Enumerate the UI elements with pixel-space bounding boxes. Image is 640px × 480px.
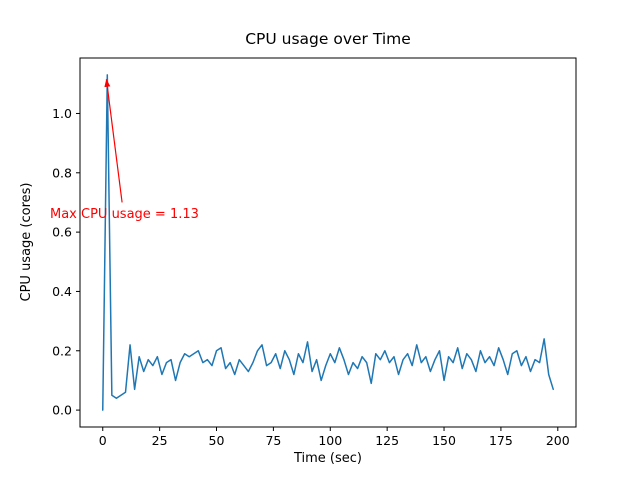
x-tick-label: 200 [546,433,570,448]
x-tick-label: 125 [375,433,399,448]
x-tick-label: 50 [209,433,225,448]
y-tick-label: 0.0 [52,403,72,418]
chart-title: CPU usage over Time [245,30,411,48]
x-axis-label: Time (sec) [293,451,362,466]
y-tick-label: 0.4 [52,284,72,299]
cpu-usage-line [102,74,554,411]
x-tick-label: 150 [432,433,456,448]
y-axis-label: CPU usage (cores) [19,183,34,302]
y-tick-label: 0.2 [52,343,72,358]
max-cpu-annotation-text: Max CPU usage = 1.13 [50,207,199,222]
axes-frame [79,57,577,428]
x-tick-label: 100 [318,433,342,448]
x-tick-label: 175 [489,433,513,448]
y-tick-label: 1.0 [52,106,72,121]
annotation-arrow [104,78,123,203]
y-tick-label: 0.6 [52,225,72,240]
plot-area: 0 25 50 75 100 125 150 175 200 0.0 0.2 0.4 0.6 0.8 1.0 [52,57,577,448]
x-tick-label: 75 [265,433,281,448]
x-tick-label: 25 [152,433,168,448]
x-tick-label: 0 [99,433,107,448]
y-tick-label: 0.8 [52,165,72,180]
